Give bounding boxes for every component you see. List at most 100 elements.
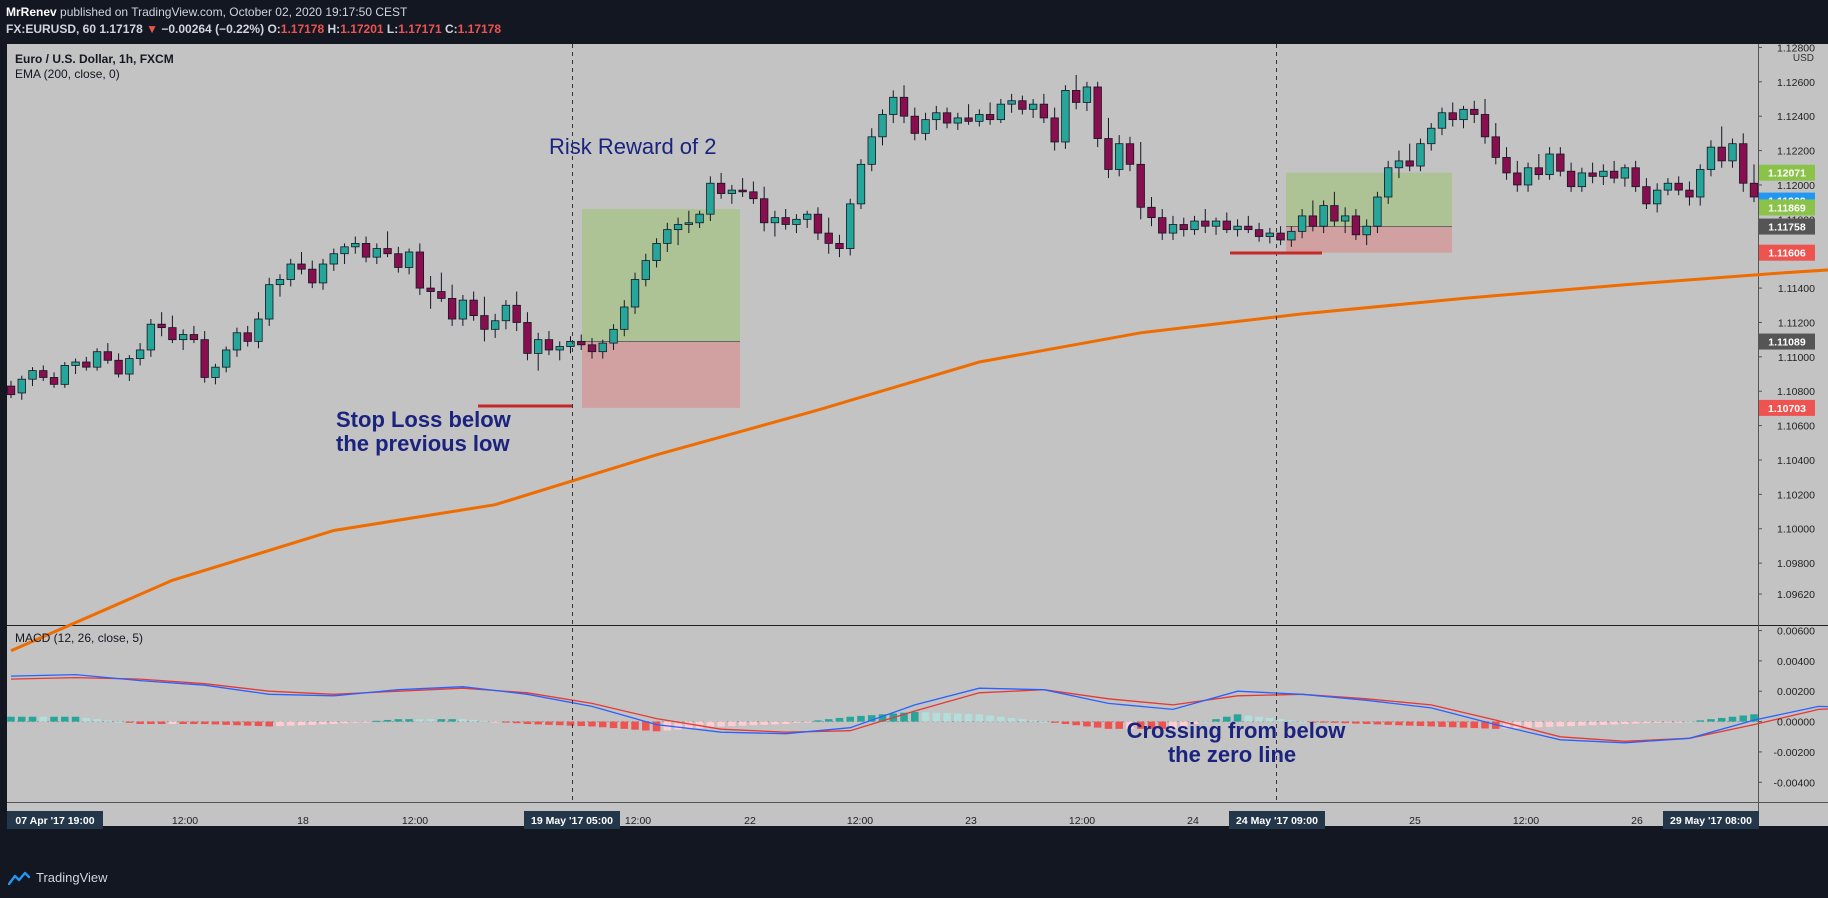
macd-histogram-bar (211, 721, 220, 725)
macd-histogram-bar (147, 721, 155, 725)
publisher-name[interactable]: MrRenev (6, 5, 57, 19)
macd-histogram-bar (1212, 719, 1220, 722)
macd-histogram-bar (1309, 721, 1317, 723)
macd-histogram-bar (1179, 721, 1188, 727)
macd-histogram-bar (1018, 719, 1027, 722)
usd-axis-label: USD (1793, 53, 1814, 64)
candle (275, 274, 285, 297)
macd-histogram-bar (276, 721, 284, 727)
candle (82, 356, 91, 371)
macd-histogram-bar (17, 716, 26, 722)
brand-name: TradingView (36, 870, 108, 885)
macd-histogram-bar (1588, 721, 1597, 726)
macd-histogram-bar (1631, 721, 1640, 724)
macd-histogram-bar (1664, 721, 1672, 723)
svg-text:1.10703: 1.10703 (1768, 403, 1806, 415)
candle (566, 336, 575, 354)
price-tick-label: 1.11000 (1778, 352, 1815, 364)
candle (211, 363, 220, 385)
chart-svg[interactable]: 1.12800 1.12600 1.12400 1.12200 1.12000 1.118… (0, 44, 1828, 858)
candle (1050, 107, 1059, 151)
macd-histogram-bar (867, 715, 876, 722)
low-label: L: (386, 22, 399, 36)
candle (534, 332, 543, 371)
macd-histogram-bar (448, 719, 456, 722)
candle (1459, 105, 1468, 129)
price-label: 1.10703 (1759, 399, 1815, 416)
macd-tick-label: 0.00200 (1777, 686, 1815, 698)
candle (1534, 154, 1543, 180)
candle (1287, 226, 1296, 247)
price-label: 1.11089 (1759, 333, 1815, 350)
candle (168, 315, 177, 344)
tradingview-brand[interactable]: TradingView (8, 870, 108, 885)
price-change: −0.00264 (−0.22%) (161, 22, 265, 36)
svg-text:1.12071: 1.12071 (1768, 168, 1806, 180)
candle (1717, 126, 1726, 168)
macd-histogram-bar (1642, 721, 1651, 724)
macd-histogram-bar (1481, 721, 1489, 729)
candle (1523, 162, 1533, 192)
price-tick-label: 1.09800 (1777, 558, 1815, 570)
macd-histogram-bar (1405, 721, 1414, 726)
candle (1480, 99, 1490, 144)
macd-histogram-bar (534, 721, 542, 725)
macd-histogram-bar (1362, 721, 1371, 725)
candle (1082, 81, 1092, 112)
candle (792, 214, 801, 234)
candle (1620, 164, 1630, 187)
candle (458, 294, 468, 326)
candle (749, 181, 758, 204)
candle (1556, 147, 1565, 177)
candle (641, 253, 650, 287)
macd-histogram-bar (566, 721, 575, 726)
candle (6, 380, 16, 399)
macd-histogram-bar (459, 719, 467, 722)
macd-histogram-bar (1427, 721, 1435, 727)
chart-title: Euro / U.S. Dollar, 1h, FXCM (15, 52, 174, 66)
macd-histogram-bar (814, 720, 822, 722)
candle (1384, 160, 1393, 204)
candle (394, 246, 403, 273)
svg-text:1.11089: 1.11089 (1768, 337, 1806, 349)
macd-histogram-bar (1341, 721, 1349, 724)
macd-histogram-bar (846, 716, 854, 722)
macd-histogram-bar (620, 721, 629, 729)
macd-histogram-bar (319, 721, 327, 725)
macd-histogram-bar (125, 721, 134, 723)
candle (1491, 123, 1500, 165)
time-tick-label: 12:00 (172, 815, 198, 827)
candle (1061, 85, 1070, 149)
candle (1233, 219, 1242, 237)
candle (1201, 209, 1210, 234)
low-value: 1.17171 (398, 22, 442, 36)
candle (889, 90, 898, 124)
down-arrow-icon: ▼ (146, 22, 158, 36)
time-axis-bg (7, 802, 1828, 826)
macd-histogram-bar (394, 719, 403, 722)
macd-histogram-bar (1373, 721, 1382, 725)
candle (1093, 81, 1102, 148)
price-tick-label: 1.12000 (1777, 180, 1815, 192)
macd-histogram-bar (1545, 721, 1554, 727)
macd-histogram-bar (512, 721, 521, 724)
candle (1179, 217, 1188, 237)
macd-histogram-bar (1524, 721, 1532, 728)
candle (1609, 160, 1619, 184)
candle (103, 343, 112, 364)
time-label-box (1229, 811, 1325, 829)
candle (491, 313, 500, 338)
loss-zone (582, 341, 740, 408)
candle (265, 277, 274, 326)
macd-histogram-bar (1072, 721, 1080, 726)
candle (1706, 140, 1716, 177)
svg-text:1.11869: 1.11869 (1768, 202, 1806, 214)
candle (135, 343, 145, 366)
candle (1351, 209, 1361, 240)
candle (706, 176, 715, 222)
macd-histogram-bar (1352, 721, 1360, 724)
candle (544, 331, 554, 356)
candle (975, 109, 984, 127)
candle (426, 276, 435, 309)
candle (1039, 93, 1049, 124)
